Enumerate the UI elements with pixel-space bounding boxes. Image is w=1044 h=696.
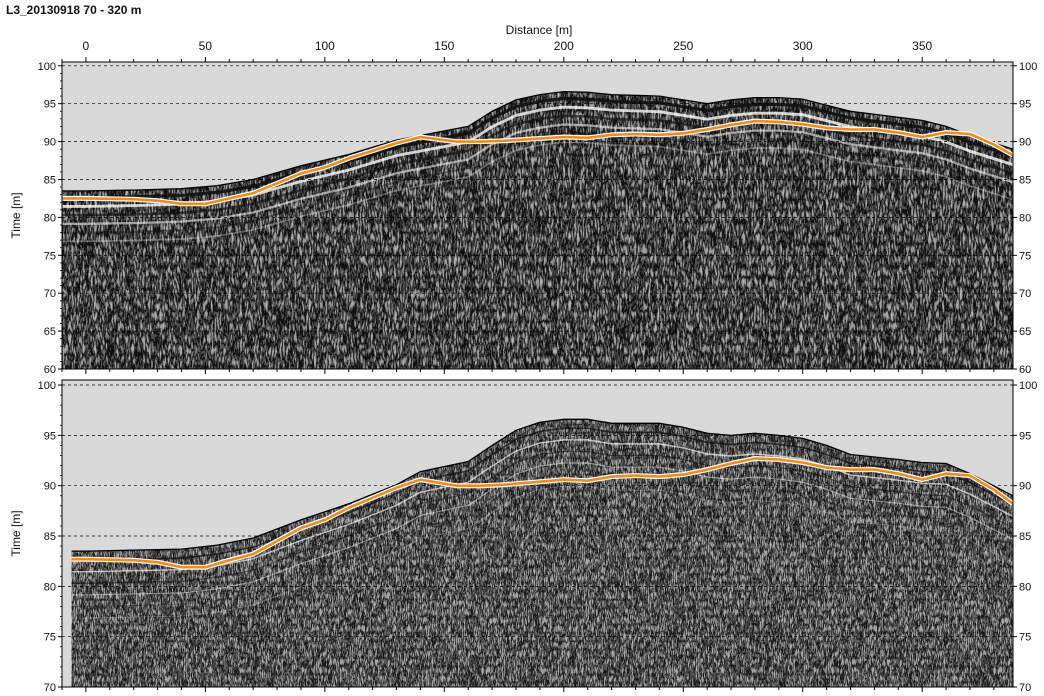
- plot-area: [62, 62, 1013, 369]
- pick-line: [62, 119, 1013, 206]
- y-tick-label-right: 75: [1019, 632, 1031, 644]
- y-tick-label-right: 65: [1019, 326, 1031, 338]
- y-tick-label-left: 85: [44, 174, 56, 186]
- y-tick-label-left: 65: [44, 326, 56, 338]
- y-tick-label-left: 75: [44, 250, 56, 262]
- x-axis-label: Distance [m]: [506, 23, 573, 37]
- reflector-band: [62, 96, 1013, 200]
- pick-line: [71, 457, 1013, 569]
- y-tick-label-left: 100: [38, 61, 56, 73]
- y-tick-label-right: 70: [1019, 682, 1031, 694]
- reflector-band: [62, 114, 1013, 217]
- chart-title: L3_20130918 70 - 320 m: [6, 3, 142, 17]
- y-tick-label-left: 60: [44, 364, 56, 376]
- y-tick-label-right: 100: [1019, 380, 1037, 392]
- y-tick-label-left: 85: [44, 531, 56, 543]
- x-tick-label: 150: [434, 39, 454, 53]
- ground-surface-line: [71, 418, 1013, 552]
- y-tick-label-right: 60: [1019, 364, 1031, 376]
- y-axis-label: Time [m]: [9, 510, 23, 556]
- y-tick-label-right: 70: [1019, 288, 1031, 300]
- x-tick-label: 250: [673, 39, 693, 53]
- plot-frame: [61, 61, 1014, 370]
- reflector-band: [71, 450, 1013, 584]
- y-tick-label-right: 90: [1019, 137, 1031, 149]
- radar-texture: [71, 419, 1013, 687]
- y-tick-label-left: 75: [44, 632, 56, 644]
- y-tick-label-left: 90: [44, 137, 56, 149]
- y-axis-label: Time [m]: [9, 192, 23, 238]
- reflector-band: [62, 123, 1013, 225]
- y-tick-label-left: 95: [44, 99, 56, 111]
- y-tick-label-right: 90: [1019, 481, 1031, 493]
- reflector-band: [71, 474, 1013, 607]
- y-tick-label-right: 80: [1019, 212, 1031, 224]
- x-tick-label: 100: [315, 39, 335, 53]
- ground-surface-line: [62, 90, 1013, 192]
- radargram-panel-top: 60 60 65 65 70 70 75 75 80 80 85 85 90 90 95 95 100 100 Ti…: [9, 39, 1037, 376]
- y-tick-label-right: 75: [1019, 250, 1031, 262]
- y-tick-label-right: 80: [1019, 581, 1031, 593]
- x-tick-label: 300: [793, 39, 813, 53]
- y-tick-label-right: 100: [1019, 61, 1037, 73]
- reflector-band: [71, 485, 1013, 619]
- y-tick-label-left: 100: [38, 380, 56, 392]
- y-tick-label-right: 85: [1019, 531, 1031, 543]
- x-tick-label: 350: [912, 39, 932, 53]
- reflector-band: [71, 427, 1013, 562]
- y-tick-label-left: 90: [44, 481, 56, 493]
- y-tick-label-right: 95: [1019, 430, 1031, 442]
- y-tick-label-left: 70: [44, 288, 56, 300]
- reflector-band: [71, 439, 1013, 573]
- radargram-panel-bottom: 70 70 75 75 80 80 85 85 90 90 95 95 100 100 Time [m]: [9, 379, 1037, 694]
- x-tick-label: 0: [83, 39, 90, 53]
- y-tick-label-right: 95: [1019, 99, 1031, 111]
- x-tick-label: 50: [199, 39, 213, 53]
- reflector-band: [71, 462, 1013, 596]
- reflector-band: [62, 141, 1013, 243]
- plot-frame: [61, 379, 1014, 688]
- reflector-band: [62, 132, 1013, 234]
- y-tick-label-right: 85: [1019, 174, 1031, 186]
- y-tick-label-left: 80: [44, 212, 56, 224]
- y-tick-label-left: 70: [44, 682, 56, 694]
- y-tick-label-left: 80: [44, 581, 56, 593]
- x-tick-label: 200: [554, 39, 574, 53]
- plot-area: [62, 380, 1013, 687]
- y-tick-label-left: 95: [44, 430, 56, 442]
